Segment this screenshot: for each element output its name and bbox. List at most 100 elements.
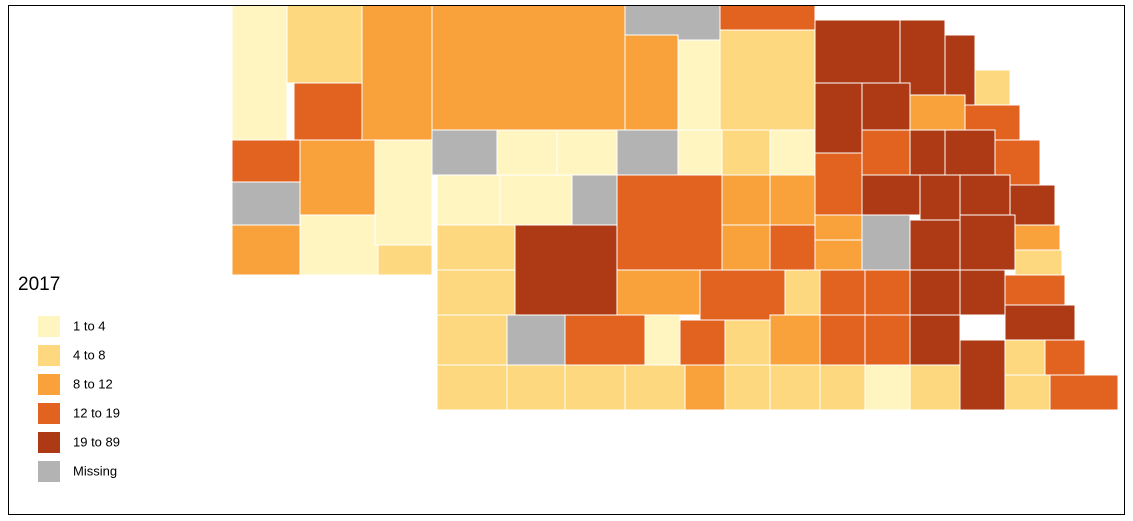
county xyxy=(721,224,771,271)
county xyxy=(864,269,911,316)
legend-label: 1 to 4 xyxy=(73,318,106,333)
county xyxy=(864,364,911,411)
legend: 2017 1 to 4 4 to 8 8 to 12 12 to 19 19 to 89… xyxy=(18,274,120,482)
county xyxy=(231,5,288,141)
county xyxy=(959,269,1006,316)
county xyxy=(819,269,866,316)
county xyxy=(299,214,379,276)
county xyxy=(1009,184,1056,226)
county xyxy=(909,219,961,271)
county xyxy=(814,19,901,84)
county xyxy=(861,129,911,176)
county xyxy=(959,339,1006,411)
county xyxy=(571,174,618,226)
county xyxy=(1004,274,1066,306)
county xyxy=(769,174,816,226)
county xyxy=(436,224,516,271)
county xyxy=(919,174,961,221)
county xyxy=(684,364,726,411)
county xyxy=(506,364,566,411)
legend-label: 4 to 8 xyxy=(73,347,106,362)
county xyxy=(784,269,821,316)
county xyxy=(861,82,911,131)
county xyxy=(499,174,573,226)
county xyxy=(506,314,566,366)
county xyxy=(436,174,501,226)
county xyxy=(769,314,821,366)
county xyxy=(1004,339,1046,376)
county xyxy=(944,129,996,176)
legend-label: Missing xyxy=(73,463,117,478)
county xyxy=(861,174,921,216)
county xyxy=(909,269,961,316)
county xyxy=(436,364,508,411)
county xyxy=(959,214,1016,271)
legend-swatch xyxy=(38,374,60,395)
county xyxy=(1004,304,1076,341)
county xyxy=(909,364,961,411)
county xyxy=(819,314,866,366)
county xyxy=(864,314,911,366)
county xyxy=(679,319,726,366)
county xyxy=(819,364,866,411)
county xyxy=(814,214,863,241)
county xyxy=(436,269,516,316)
county xyxy=(724,319,771,366)
county xyxy=(769,224,816,271)
county xyxy=(231,181,301,226)
county xyxy=(1049,374,1119,411)
county xyxy=(616,269,701,316)
county xyxy=(1044,339,1086,376)
legend-swatch xyxy=(38,316,60,337)
county xyxy=(769,364,821,411)
county xyxy=(564,364,626,411)
legend-label: 12 to 19 xyxy=(73,405,120,420)
county xyxy=(719,5,816,33)
legend-swatch xyxy=(38,432,60,453)
county xyxy=(677,39,721,131)
legend-swatch xyxy=(38,403,60,424)
county xyxy=(624,5,721,41)
county xyxy=(377,244,433,276)
county xyxy=(677,129,723,176)
county xyxy=(361,5,433,141)
county xyxy=(719,29,816,131)
county xyxy=(644,314,681,366)
county xyxy=(861,214,911,271)
county xyxy=(231,224,301,276)
county xyxy=(431,5,626,131)
legend-swatch xyxy=(38,345,60,366)
county xyxy=(1014,249,1063,276)
county xyxy=(909,129,946,176)
county xyxy=(624,34,679,131)
county xyxy=(299,139,376,216)
county xyxy=(231,139,301,183)
county xyxy=(286,5,363,84)
county xyxy=(436,314,508,366)
county xyxy=(564,314,646,366)
legend-label: 8 to 12 xyxy=(73,376,113,391)
county xyxy=(814,152,863,216)
county xyxy=(496,129,558,176)
county xyxy=(431,129,498,176)
county xyxy=(721,129,771,176)
legend-title: 2017 xyxy=(18,274,60,295)
county xyxy=(514,224,618,316)
county xyxy=(1014,224,1061,251)
county xyxy=(944,34,976,106)
legend-label: 19 to 89 xyxy=(73,434,120,449)
county xyxy=(616,129,679,176)
county xyxy=(721,174,771,226)
county xyxy=(724,364,771,411)
county xyxy=(374,139,433,246)
county xyxy=(556,129,618,176)
county xyxy=(974,69,1011,106)
county xyxy=(616,174,723,271)
county xyxy=(909,94,966,131)
county xyxy=(624,364,686,411)
county xyxy=(699,269,786,321)
county xyxy=(814,82,863,154)
county-layer xyxy=(231,5,1119,411)
